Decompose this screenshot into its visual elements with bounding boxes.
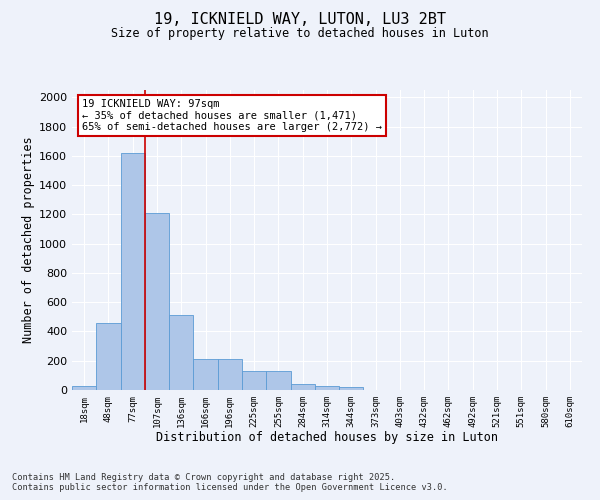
Text: Size of property relative to detached houses in Luton: Size of property relative to detached ho…: [111, 28, 489, 40]
Text: 19, ICKNIELD WAY, LUTON, LU3 2BT: 19, ICKNIELD WAY, LUTON, LU3 2BT: [154, 12, 446, 28]
Bar: [315, 386, 339, 390]
Text: 19 ICKNIELD WAY: 97sqm
← 35% of detached houses are smaller (1,471)
65% of semi-: 19 ICKNIELD WAY: 97sqm ← 35% of detached…: [82, 99, 382, 132]
Bar: [242, 371, 266, 390]
Y-axis label: Number of detached properties: Number of detached properties: [22, 136, 35, 344]
Bar: [72, 386, 96, 390]
X-axis label: Distribution of detached houses by size in Luton: Distribution of detached houses by size …: [156, 432, 498, 444]
Bar: [169, 316, 193, 390]
Bar: [193, 358, 218, 390]
Bar: [339, 387, 364, 390]
Bar: [96, 322, 121, 390]
Bar: [290, 384, 315, 390]
Bar: [121, 153, 145, 390]
Text: Contains HM Land Registry data © Crown copyright and database right 2025.
Contai: Contains HM Land Registry data © Crown c…: [12, 473, 448, 492]
Bar: [218, 358, 242, 390]
Bar: [145, 213, 169, 390]
Bar: [266, 371, 290, 390]
